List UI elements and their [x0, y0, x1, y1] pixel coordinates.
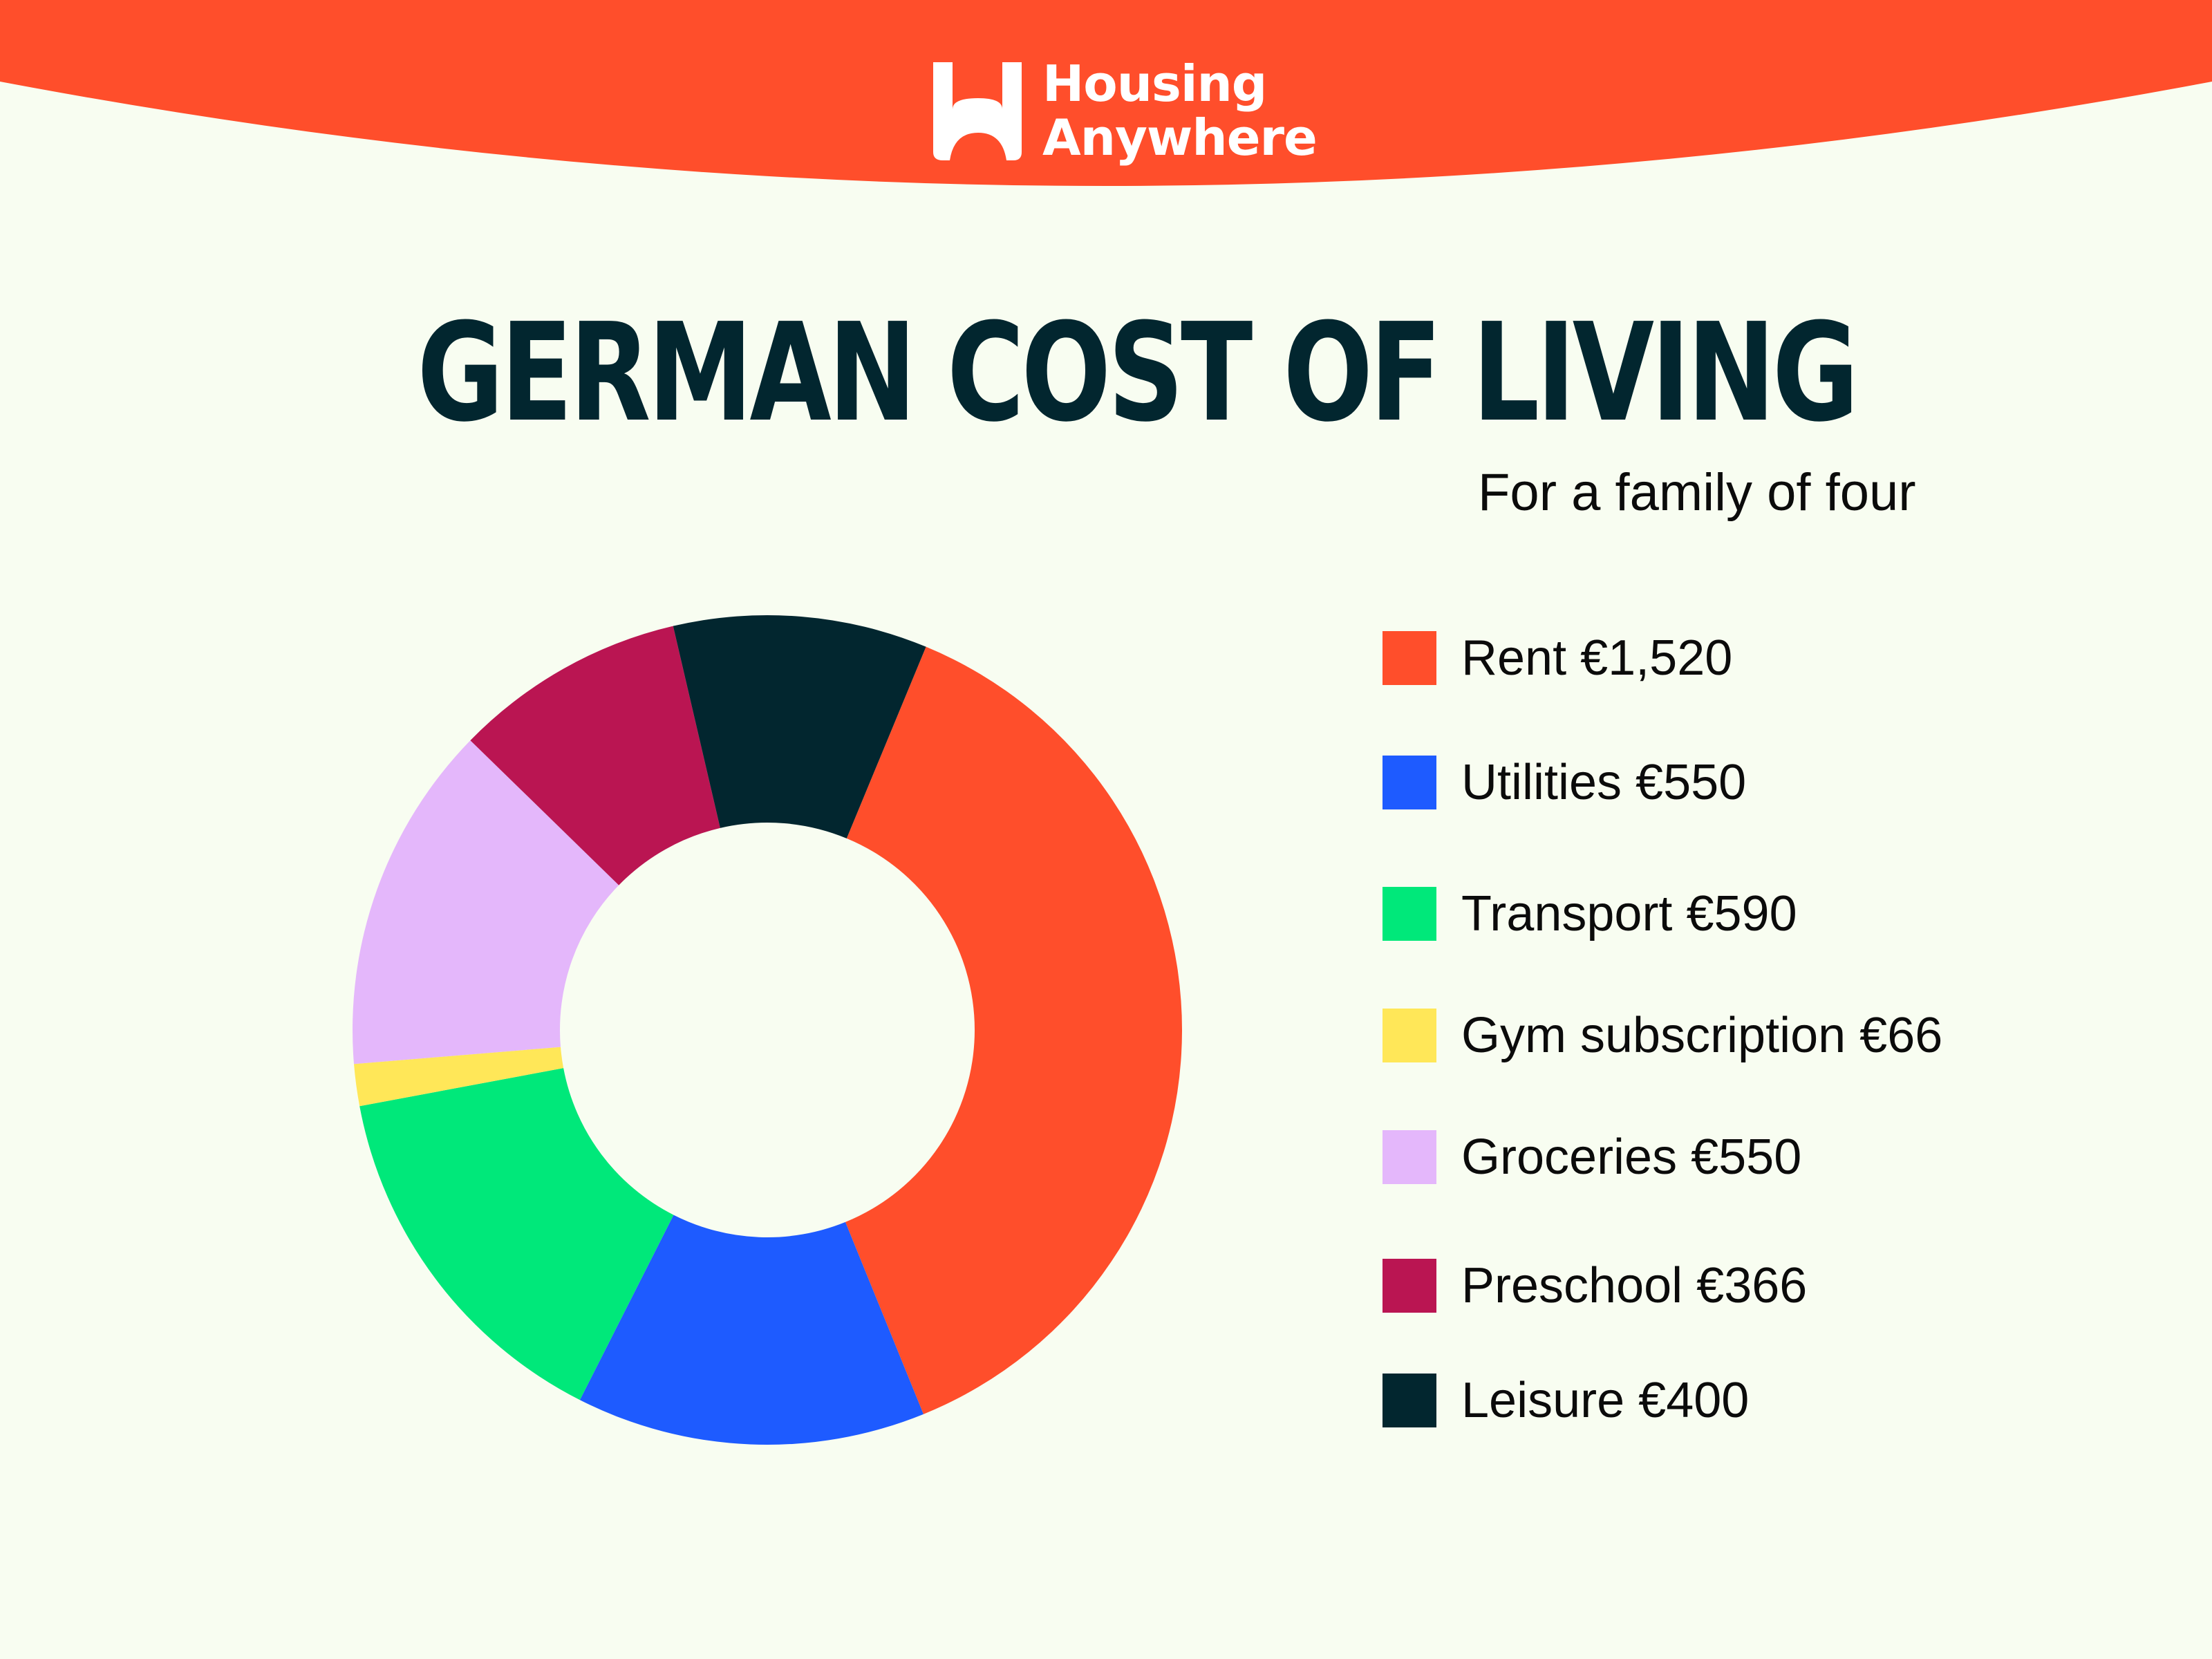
legend-item: Utilities €550	[1382, 755, 1746, 810]
legend-item: Gym subscription €66	[1382, 1008, 1942, 1063]
legend-item: Leisure €400	[1382, 1373, 1749, 1428]
legend-swatch	[1382, 756, 1436, 809]
brand-name-line2: Anywhere	[1042, 109, 1318, 167]
donut-slice-0	[845, 646, 1183, 1414]
legend-label: Preschool €366	[1461, 1258, 1808, 1313]
legend-item: Groceries €550	[1382, 1130, 1801, 1185]
legend-item: Rent €1,520	[1382, 630, 1732, 686]
brand-name-line1: Housing	[1042, 55, 1267, 113]
donut-slice-2	[359, 1068, 674, 1400]
header-band	[0, 0, 2212, 186]
donut-slice-5	[470, 626, 720, 885]
header-arc	[0, 0, 2212, 186]
brand-logo-icon	[933, 62, 1022, 160]
donut-slice-1	[579, 1215, 924, 1445]
legend-label: Transport €590	[1461, 886, 1797, 941]
donut-slice-3	[354, 1047, 564, 1107]
legend-swatch	[1382, 1374, 1436, 1427]
legend-swatch	[1382, 887, 1436, 941]
legend-label: Leisure €400	[1461, 1373, 1750, 1428]
donut-chart	[353, 615, 1183, 1445]
legend-label: Gym subscription €66	[1461, 1008, 1943, 1063]
legend-label: Utilities €550	[1461, 755, 1747, 810]
legend-swatch	[1382, 1259, 1436, 1313]
legend-item: Preschool €366	[1382, 1258, 1807, 1313]
chart-subtitle: For a family of four	[1478, 463, 1916, 522]
chart-legend: Rent €1,520 Utilities €550 Transport €590 G…	[1382, 0, 2143, 1659]
legend-swatch	[1382, 631, 1436, 685]
donut-slice-6	[673, 615, 926, 838]
legend-label: Rent €1,520	[1461, 630, 1733, 686]
legend-item: Transport €590	[1382, 886, 1797, 941]
legend-swatch	[1382, 1009, 1436, 1062]
legend-label: Groceries €550	[1461, 1130, 1802, 1185]
chart-title: GERMAN COST OF LIVING	[417, 294, 1859, 452]
legend-swatch	[1382, 1130, 1436, 1184]
brand-wordmark: Housing Anywhere	[1042, 55, 1318, 167]
donut-slice-4	[353, 740, 619, 1065]
